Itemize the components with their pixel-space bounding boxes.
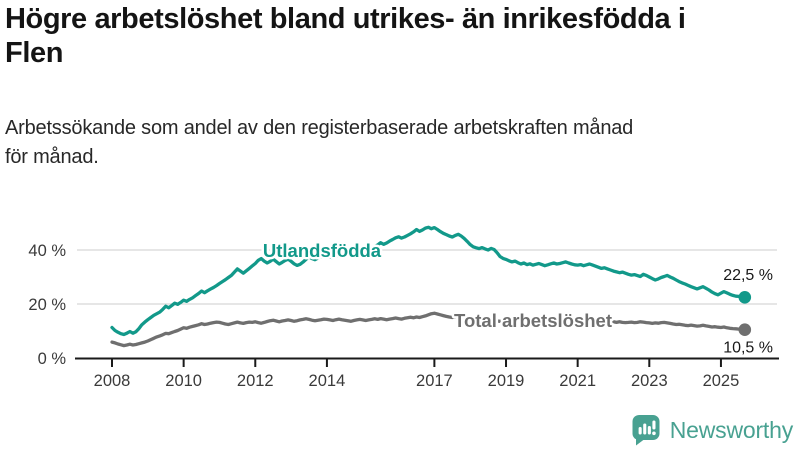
x-tick-label: 2008 [94,372,131,390]
x-tick-label: 2010 [165,372,202,390]
x-tick-label: 2017 [416,372,453,390]
x-tick-label: 2021 [559,372,596,390]
brand-name: Newsworthy [669,416,793,443]
y-tick-label: 0 % [38,350,67,368]
line-chart: 0 % 20 % 40 % 2008 2010 2012 2014 2017 2019 2021 2… [28,225,779,390]
title-line-2: Flen [5,37,64,69]
newsworthy-logo-icon [632,415,660,446]
y-tick-label: 40 % [28,242,66,260]
series-end-dot-1 [738,323,752,336]
x-tick-label: 2012 [237,372,274,390]
series-label-utlandsfodda: Utlandsfödda [263,240,382,261]
end-value-label-utlandsfodda: 22,5 % [723,267,773,284]
page-subtitle: Arbetssökande som andel av den registerb… [5,114,785,172]
page-title: Högre arbetslöshet bland utrikes- än inr… [5,2,798,70]
subtitle-line-2: för månad. [5,146,99,168]
series-line-1 [110,311,747,348]
x-tick-label: 2019 [488,372,525,390]
x-tick-label: 2023 [631,372,668,390]
end-value-label-total: 10,5 % [723,340,773,357]
series-line-0 [110,225,747,337]
brand-footer[interactable]: Newsworthy [631,414,793,446]
title-line-1: Högre arbetslöshet bland utrikes- än inr… [5,3,686,35]
y-tick-label: 20 % [28,296,66,314]
x-tick-label: 2014 [309,372,346,390]
subtitle-line-1: Arbetssökande som andel av den registerb… [5,117,634,139]
chart-overlay-labels: Utlandsfödda Total arbetslöshet 22,5 % 1… [260,238,773,357]
series-end-dot-0 [738,291,752,304]
series-label-total-arbetsloshet: Total arbetslöshet [454,310,612,331]
x-tick-label: 2025 [703,372,740,390]
